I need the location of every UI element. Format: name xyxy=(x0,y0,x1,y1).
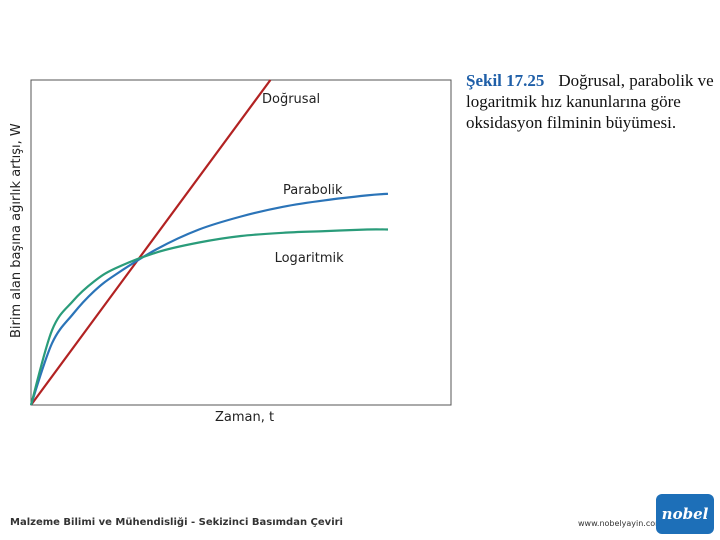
series-label-3: Logaritmik xyxy=(275,251,345,266)
series-line-1 xyxy=(30,79,272,406)
figure-caption: Şekil 17.25 Doğrusal, parabolik ve logari… xyxy=(466,70,716,133)
series-label-1: Doğrusal xyxy=(262,92,320,107)
figure-number: Şekil 17.25 xyxy=(466,71,545,90)
curve-labels-group: Doğrusal Parabolik Logaritmik xyxy=(262,92,344,266)
x-axis-label: Zaman, t xyxy=(215,410,274,425)
y-axis-label: Birim alan başına ağırlık artışı, W xyxy=(9,123,24,338)
figure-caption-text: Doğrusal, parabolik ve logaritmik hız ka… xyxy=(466,71,714,132)
book-title-footer: Malzeme Bilimi ve Mühendisliği - Sekizin… xyxy=(10,517,343,528)
curves-group xyxy=(29,79,389,406)
plot-frame xyxy=(30,79,452,406)
publisher-logo: nobel xyxy=(656,494,714,534)
series-line-3 xyxy=(29,228,389,406)
publisher-url: www.nobelyayin.com xyxy=(578,519,663,528)
series-line-2 xyxy=(29,192,389,406)
publisher-logo-text: nobel xyxy=(661,505,709,523)
series-label-2: Parabolik xyxy=(283,183,343,198)
